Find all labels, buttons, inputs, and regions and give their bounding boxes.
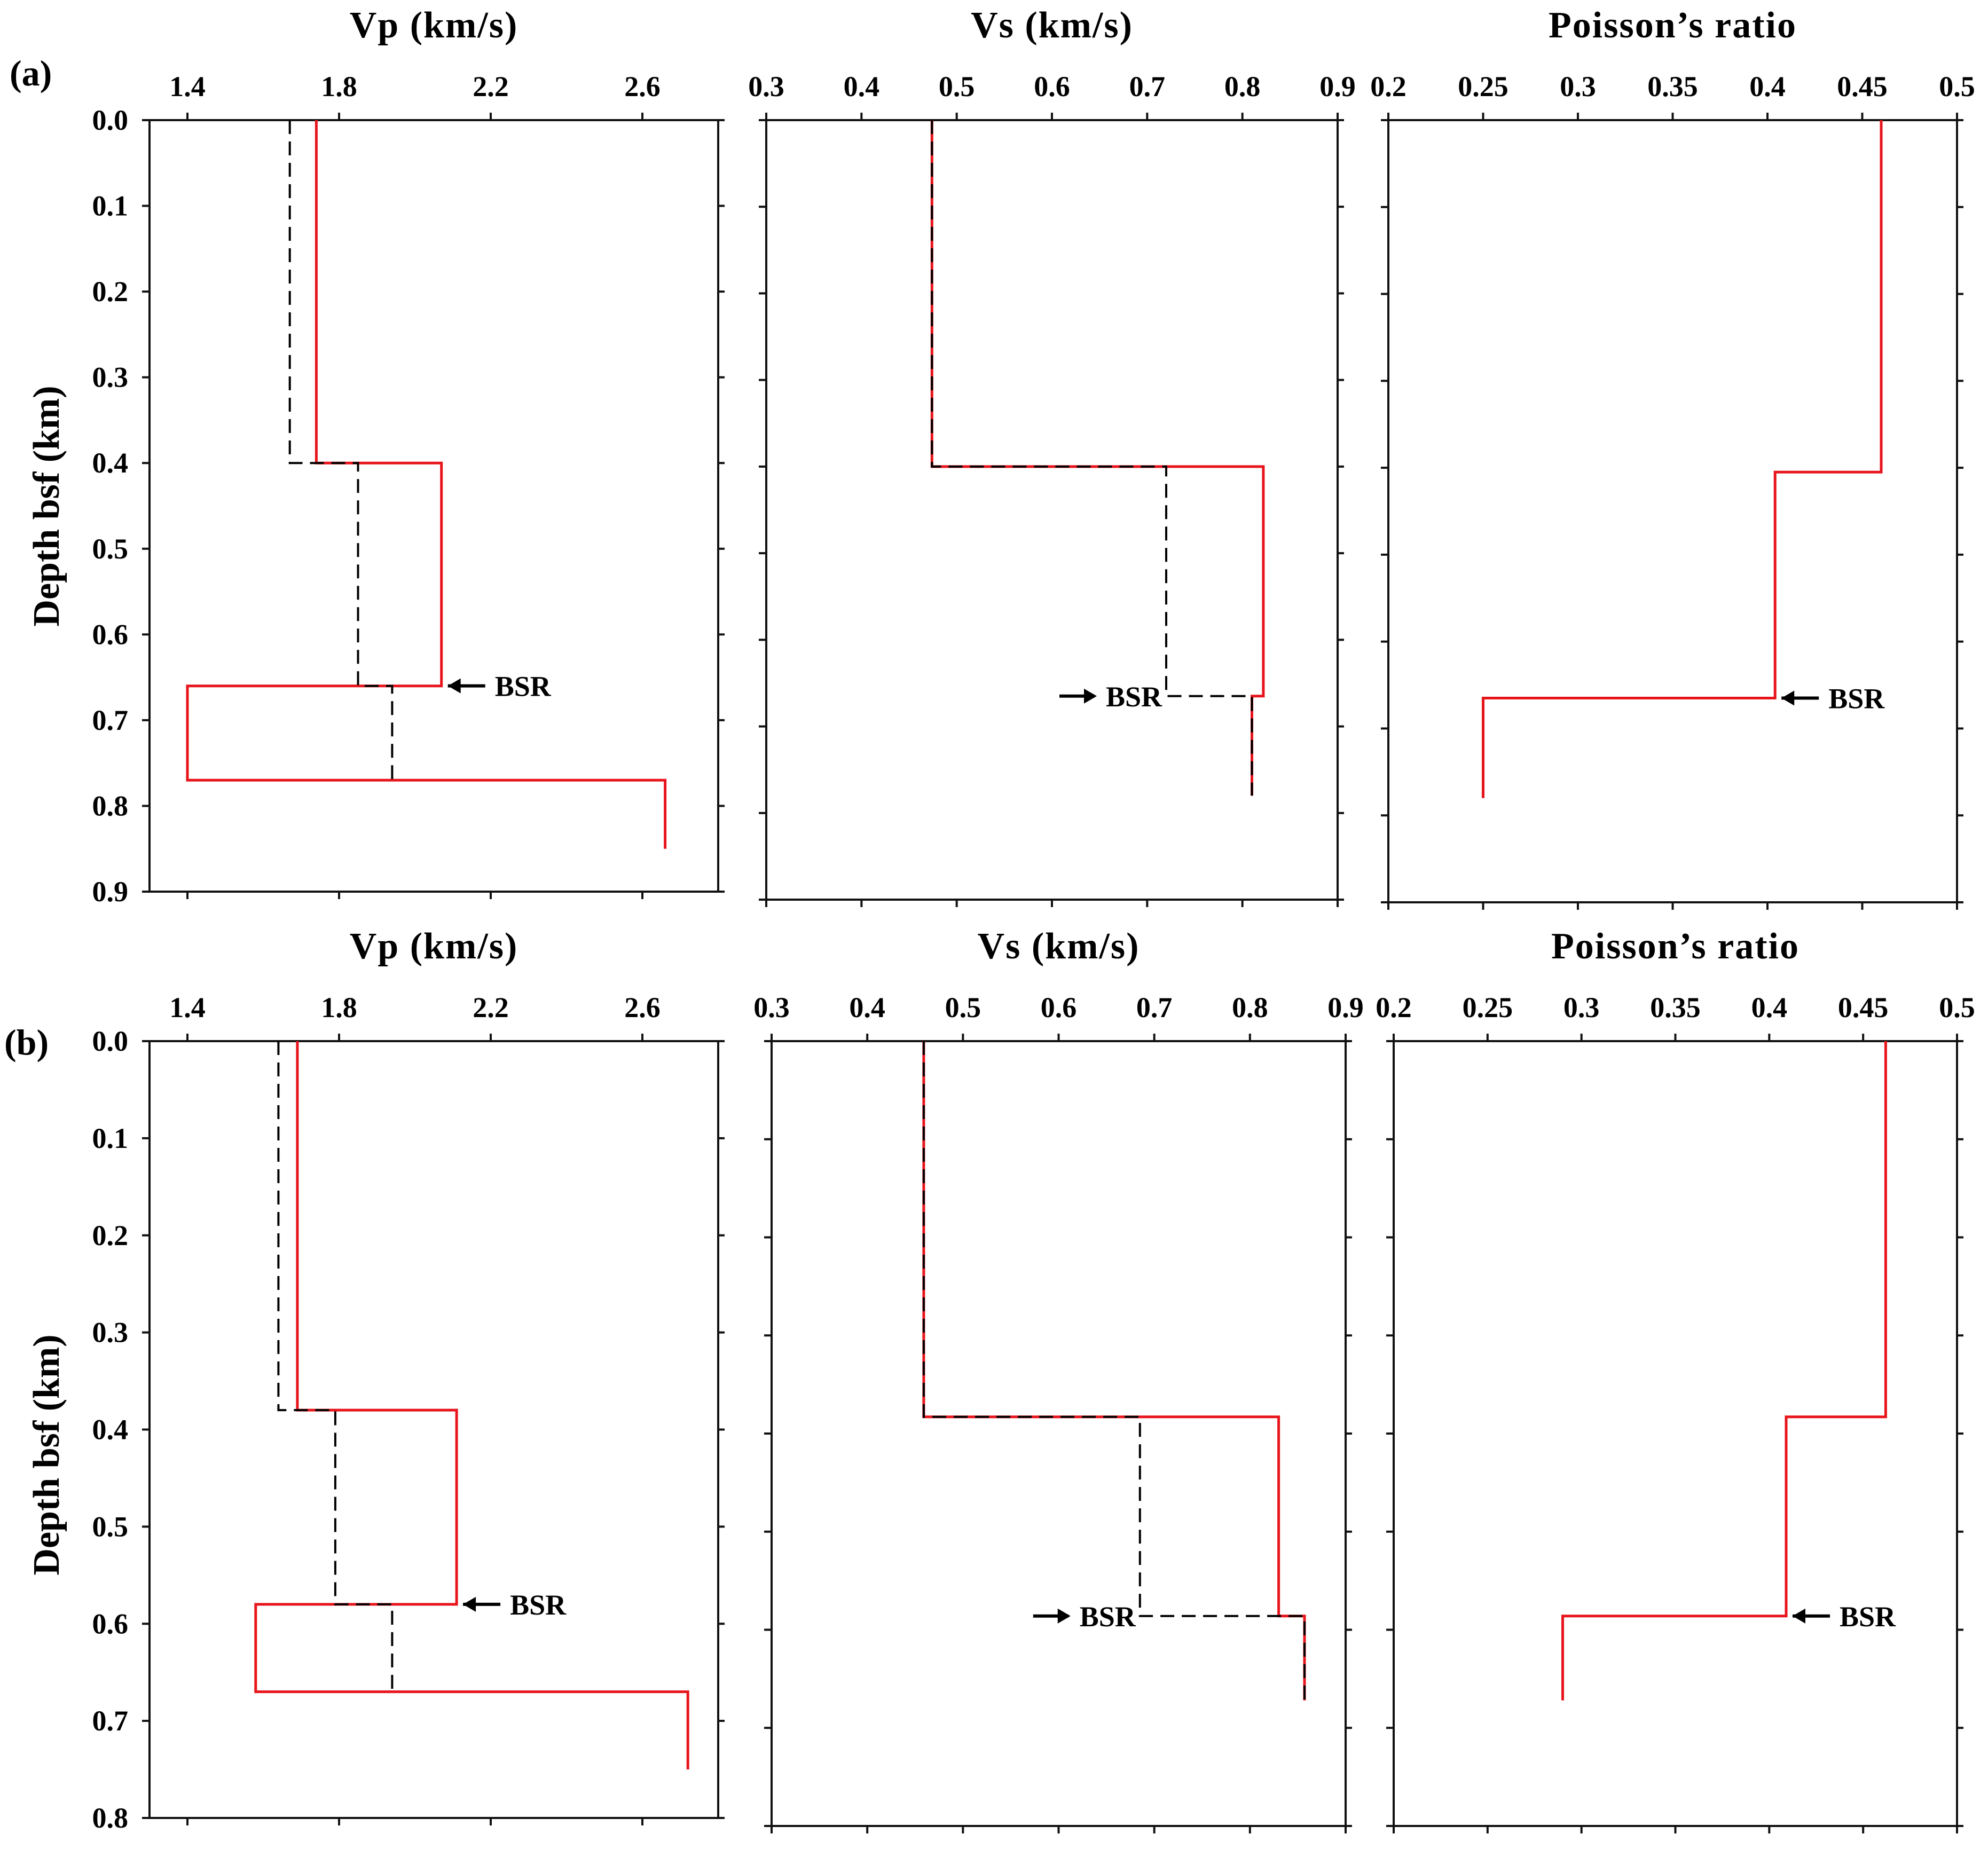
y-tick-label: 0.1 [92,1122,129,1154]
y-tick-label: 0.6 [92,1608,129,1640]
y-axis-label-b: Depth bsf (km) [26,1334,67,1575]
plot-title: Vp (km/s) [350,926,518,967]
x-tick-label: 0.2 [1370,70,1406,103]
plot-frame [148,1040,719,1819]
x-tick-label: 0.7 [1136,991,1173,1024]
x-tick-label: 0.5 [939,70,975,103]
plot-title: Vs (km/s) [978,926,1140,967]
panel-label-a: (a) [10,53,52,93]
y-tick-label: 0.9 [92,876,129,908]
series-model-line [1561,1041,1887,1701]
plot-title: Vs (km/s) [971,5,1133,46]
bsr-annotation: BSR [495,671,552,703]
y-tick-label: 0.8 [92,1802,129,1834]
series-model-line [930,120,1265,796]
x-tick-label: 2.6 [624,70,661,103]
bsr-annotation: BSR [1080,1601,1136,1633]
y-tick-label: 0.5 [92,533,129,565]
chart-a-pr: Poisson’s ratio 0.2 0.25 0.3 0.35 0.4 0.45 0.5 B… [1370,5,1975,910]
x-tick-label: 0.8 [1224,70,1261,103]
x-tick-label: 0.5 [1939,70,1975,103]
x-tick-label: 0.8 [1232,991,1268,1024]
chart-a-vp: Vp (km/s) 1.4 1.8 2.2 2.6 0.0 0.1 0.2 0.3 0.4 0.5 0… [92,5,725,908]
plot-title: Vp (km/s) [350,5,518,46]
y-tick-label: 0.0 [92,104,129,136]
y-tick-label: 0.0 [92,1025,129,1057]
x-tick-label: 0.35 [1650,991,1701,1024]
x-tick-label: 0.4 [849,991,885,1024]
y-tick-label: 0.7 [92,1705,129,1737]
series-reference-line [931,120,1253,796]
x-tick-label: 0.3 [1563,991,1600,1024]
bsr-annotation: BSR [1840,1601,1896,1633]
x-tick-label: 0.5 [945,991,981,1024]
x-tick-label: 1.4 [169,70,206,103]
bsr-arrow-head [1084,688,1097,704]
x-tick-label: 0.4 [1751,991,1788,1024]
chart-b-vs: Vs (km/s) 0.3 0.4 0.5 0.6 0.7 0.8 0.9 BSR [753,926,1364,1833]
x-tick-label: 0.9 [1327,991,1364,1024]
x-tick-label: 0.25 [1458,70,1508,103]
y-tick-label: 0.4 [92,447,129,479]
x-tick-label: 0.45 [1838,991,1889,1024]
bsr-annotation: BSR [510,1589,567,1621]
x-tick-label: 1.4 [169,991,206,1024]
x-tick-label: 1.8 [321,991,357,1024]
x-tick-label: 0.25 [1463,991,1513,1024]
x-tick-label: 0.5 [1939,991,1975,1024]
x-tick-label: 0.3 [748,70,784,103]
x-tick-label: 2.2 [473,70,509,103]
plot-frame [148,119,719,893]
x-tick-label: 0.45 [1837,70,1888,103]
bsr-annotation: BSR [1828,682,1885,714]
y-axis-label-a: Depth bsf (km) [26,385,67,626]
x-tick-label: 2.6 [624,991,661,1024]
x-tick-label: 0.6 [1034,70,1070,103]
panel-label-b: (b) [4,1022,49,1062]
bsr-arrow-head [463,1596,476,1612]
y-tick-label: 0.7 [92,704,129,736]
plot-title: Poisson’s ratio [1551,926,1800,967]
y-tick-label: 0.5 [92,1510,129,1542]
x-tick-label: 2.2 [473,991,509,1024]
chart-a-vs: Vs (km/s) 0.3 0.4 0.5 0.6 0.7 0.8 0.9 BSR [748,5,1356,907]
plot-title: Poisson’s ratio [1549,5,1797,46]
plot-frame [1387,119,1958,903]
y-tick-label: 0.2 [92,275,129,308]
bsr-arrow-head [1792,1608,1805,1624]
x-tick-label: 0.4 [844,70,880,103]
x-tick-label: 0.6 [1041,991,1077,1024]
x-tick-label: 0.7 [1129,70,1166,103]
series-model-line [186,120,667,849]
x-tick-label: 0.35 [1647,70,1698,103]
x-tick-label: 0.4 [1749,70,1786,103]
y-tick-label: 0.4 [92,1414,129,1446]
y-tick-label: 0.3 [92,1317,129,1349]
series-reference-line [277,1041,394,1692]
x-tick-label: 0.9 [1319,70,1356,103]
plot-frame [1393,1040,1958,1827]
bsr-arrow-head [1057,1608,1071,1624]
y-tick-label: 0.6 [92,618,129,650]
x-tick-label: 0.2 [1376,991,1412,1024]
bsr-arrow-head [447,678,461,694]
x-tick-label: 0.3 [1560,70,1596,103]
x-tick-label: 1.8 [321,70,357,103]
bsr-annotation: BSR [1106,681,1162,713]
chart-b-pr: Poisson’s ratio 0.2 0.25 0.3 0.35 0.4 0.45 0.5 B… [1376,926,1975,1833]
x-tick-label: 0.3 [753,991,790,1024]
y-tick-label: 0.1 [92,190,129,222]
y-tick-label: 0.8 [92,790,129,822]
series-model-line [1482,120,1883,798]
series-reference-line [922,1041,1306,1701]
plot-frame [771,1040,1347,1827]
chart-b-vp: Vp (km/s) 1.4 1.8 2.2 2.6 0.0 0.1 0.2 0.3 0.4 0.5 0… [92,926,725,1834]
series-reference-line [288,120,394,781]
series-model-line [254,1041,689,1770]
y-tick-label: 0.2 [92,1219,129,1251]
bsr-arrow-head [1781,690,1795,706]
y-tick-label: 0.3 [92,361,129,393]
